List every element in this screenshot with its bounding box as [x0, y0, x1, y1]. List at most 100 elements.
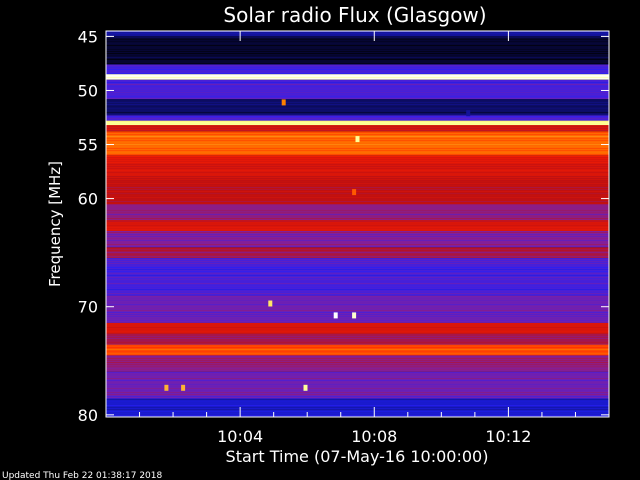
band-texture [106, 356, 609, 357]
band-texture [106, 372, 609, 373]
band-texture [106, 114, 609, 115]
band-texture [106, 236, 609, 237]
band-texture [106, 94, 609, 95]
band-texture [106, 229, 609, 230]
band-texture [106, 160, 609, 161]
band-texture [106, 59, 609, 60]
band-texture [106, 345, 609, 346]
band-texture [106, 80, 609, 81]
band-texture [106, 225, 609, 226]
band-texture [106, 51, 609, 52]
band-texture [106, 232, 609, 233]
band-texture [106, 179, 609, 180]
band-texture [106, 104, 609, 105]
band-texture [106, 108, 609, 109]
band-texture [106, 291, 609, 292]
band-texture [106, 399, 609, 400]
band-texture [106, 271, 609, 272]
band-texture [106, 203, 609, 204]
band-texture [106, 295, 609, 296]
y-tick-label: 60 [78, 190, 98, 209]
band-texture [106, 250, 609, 251]
band-texture [106, 35, 609, 36]
bright-spot [333, 312, 338, 319]
band-texture [106, 293, 609, 294]
band-texture [106, 396, 609, 397]
bright-spot [181, 384, 186, 391]
frequency-band [106, 333, 609, 345]
band-texture [106, 306, 609, 307]
band-texture [106, 181, 609, 182]
band-texture [106, 325, 609, 326]
band-texture [106, 67, 609, 68]
band-texture [106, 110, 609, 111]
band-texture [106, 320, 609, 321]
band-texture [106, 374, 609, 375]
band-texture [106, 275, 609, 276]
band-texture [106, 238, 609, 239]
bright-spot [303, 384, 308, 391]
band-texture [106, 164, 609, 165]
band-texture [106, 174, 609, 175]
band-texture [106, 227, 609, 228]
frequency-band [106, 131, 609, 156]
band-texture [106, 90, 609, 91]
band-texture [106, 77, 609, 78]
band-texture [106, 316, 609, 317]
band-texture [106, 376, 609, 377]
band-texture [106, 112, 609, 113]
chart-title: Solar radio Flux (Glasgow) [223, 3, 486, 27]
band-texture [106, 340, 609, 341]
band-texture [106, 318, 609, 319]
band-texture [106, 366, 609, 367]
band-texture [106, 210, 609, 211]
band-texture [106, 234, 609, 235]
band-texture [106, 191, 609, 192]
band-texture [106, 380, 609, 381]
band-texture [106, 378, 609, 379]
band-texture [106, 322, 609, 323]
band-texture [106, 285, 609, 286]
band-texture [106, 312, 609, 313]
frequency-band [106, 74, 609, 80]
band-texture [106, 329, 609, 330]
x-axis: 10:04 10:08 10:12 [139, 31, 576, 446]
band-texture [106, 43, 609, 44]
band-texture [106, 338, 609, 339]
bright-spot [466, 110, 471, 117]
band-texture [106, 265, 609, 266]
band-texture [106, 57, 609, 58]
band-texture [106, 333, 609, 334]
band-texture [106, 168, 609, 169]
band-texture [106, 63, 609, 64]
band-texture [106, 201, 609, 202]
band-texture [106, 388, 609, 389]
band-texture [106, 263, 609, 264]
band-texture [106, 69, 609, 70]
band-texture [106, 177, 609, 178]
band-texture [106, 248, 609, 249]
band-texture [106, 415, 609, 416]
band-texture [106, 364, 609, 365]
band-texture [106, 132, 609, 133]
band-texture [106, 106, 609, 107]
band-texture [106, 368, 609, 369]
band-texture [106, 47, 609, 48]
band-texture [106, 116, 609, 117]
band-texture [106, 298, 609, 299]
band-texture [106, 323, 609, 324]
band-texture [106, 370, 609, 371]
band-texture [106, 154, 609, 155]
band-texture [106, 185, 609, 186]
bright-spot [355, 136, 360, 143]
frequency-band [106, 355, 609, 372]
band-texture [106, 172, 609, 173]
band-texture [106, 208, 609, 209]
band-texture [106, 92, 609, 93]
band-texture [106, 214, 609, 215]
band-texture [106, 347, 609, 348]
band-texture [106, 148, 609, 149]
band-texture [106, 261, 609, 262]
band-texture [106, 216, 609, 217]
